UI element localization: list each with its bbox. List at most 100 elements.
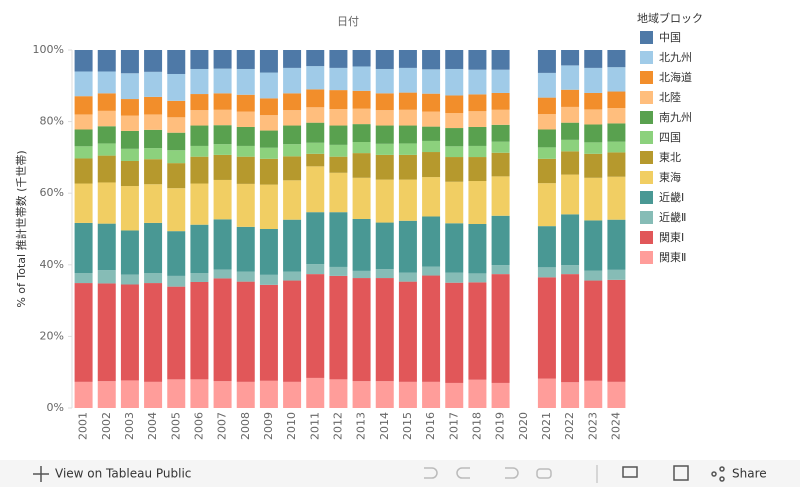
bar-segment	[120, 284, 139, 381]
bar-segment	[445, 181, 464, 224]
bar-segment	[329, 67, 348, 91]
bar-segment	[97, 182, 116, 224]
bar-segment	[422, 50, 441, 70]
bar-segment	[190, 281, 209, 380]
view-link[interactable]: View on Tableau Public	[55, 467, 191, 481]
x-tick-label: 2013	[355, 412, 368, 440]
bar-segment	[422, 140, 441, 153]
x-tick-label: 2008	[239, 412, 252, 440]
bar-segment	[329, 266, 348, 276]
bar-segment	[468, 273, 487, 283]
bar-segment	[144, 71, 163, 97]
bar-segment	[167, 286, 186, 380]
legend-swatch	[640, 191, 653, 204]
bar-segment	[491, 215, 510, 266]
bar-segment	[97, 381, 116, 408]
bar-segment	[607, 219, 626, 270]
x-tick-label: 2005	[169, 412, 182, 440]
bar-segment	[468, 282, 487, 380]
bar-segment	[537, 226, 556, 268]
bar-segment	[561, 122, 580, 140]
footer-bar	[0, 460, 800, 487]
x-tick-label: 2006	[192, 412, 205, 440]
bar-segment	[74, 96, 93, 115]
bar-segment	[236, 50, 255, 69]
bar-segment	[561, 151, 580, 175]
bar-segment	[329, 90, 348, 110]
legend-swatch	[640, 51, 653, 64]
bar-segment	[375, 93, 394, 111]
bar-segment	[259, 158, 278, 185]
bar-segment	[352, 153, 371, 178]
bar-segment	[329, 275, 348, 380]
bar-segment	[306, 89, 325, 108]
x-tick-label: 2019	[494, 412, 507, 440]
bar-segment	[468, 157, 487, 182]
bar-segment	[491, 382, 510, 408]
legend-label: 関東Ⅰ	[659, 231, 684, 244]
bar-segment	[398, 154, 417, 180]
bar-segment	[375, 381, 394, 408]
bar-segment	[491, 92, 510, 110]
bar-segment	[213, 109, 232, 126]
toolbar-icons	[424, 465, 725, 483]
x-tick-label: 2011	[308, 412, 321, 440]
bar-segment	[74, 283, 93, 382]
bar-segment	[537, 158, 556, 184]
bar-segment	[375, 179, 394, 223]
x-tick-label: 2020	[517, 412, 530, 440]
bar-segment	[584, 220, 603, 271]
bar-segment	[144, 283, 163, 382]
bar-segment	[213, 68, 232, 94]
bar-segment	[144, 96, 163, 115]
bar-segment	[283, 180, 302, 220]
x-tick-label: 2023	[586, 412, 599, 440]
x-tick-label: 2004	[146, 412, 159, 440]
bar-segment	[398, 50, 417, 68]
bar-segment	[97, 110, 116, 127]
bar-segment	[375, 125, 394, 144]
bar-segment	[537, 267, 556, 278]
bar-segment	[190, 94, 209, 111]
bar-segment	[120, 230, 139, 275]
bar-segment	[375, 269, 394, 279]
bar-segment	[537, 378, 556, 408]
legend-label: 北陸	[659, 91, 681, 104]
bar-segment	[306, 107, 325, 123]
bar-segment	[120, 130, 139, 149]
bar-segment	[190, 145, 209, 157]
bar-segment	[352, 108, 371, 125]
bar-segment	[283, 381, 302, 408]
bar-segment	[259, 274, 278, 285]
bar-segment	[144, 159, 163, 185]
bar-segment	[375, 68, 394, 94]
bar-segment	[584, 280, 603, 381]
bar-segment	[190, 379, 209, 408]
bar-segment	[283, 219, 302, 272]
legend-label: 南九州	[659, 111, 692, 124]
legend-label: 関東Ⅱ	[659, 251, 686, 264]
bar-segment	[167, 275, 186, 287]
bar-segment	[74, 146, 93, 159]
bar-segment	[329, 156, 348, 173]
bar-segment	[584, 67, 603, 93]
bar-segment	[537, 114, 556, 130]
bar-segment	[167, 73, 186, 101]
bar-segment	[491, 69, 510, 93]
bar-segment	[213, 154, 232, 180]
bar-segment	[190, 68, 209, 95]
bar-segment	[306, 166, 325, 213]
bar-segment	[190, 156, 209, 184]
legend-swatch	[640, 71, 653, 84]
bar-segment	[352, 278, 371, 382]
bar-segment	[144, 114, 163, 130]
bar-segment	[584, 177, 603, 221]
bar-segment	[144, 184, 163, 223]
bar-segment	[352, 50, 371, 67]
share-button[interactable]: Share	[732, 467, 767, 481]
legend-label: 東海	[659, 170, 681, 184]
bar-segment	[561, 274, 580, 383]
bar-segment	[445, 146, 464, 158]
x-tick-label: 2003	[123, 412, 136, 440]
